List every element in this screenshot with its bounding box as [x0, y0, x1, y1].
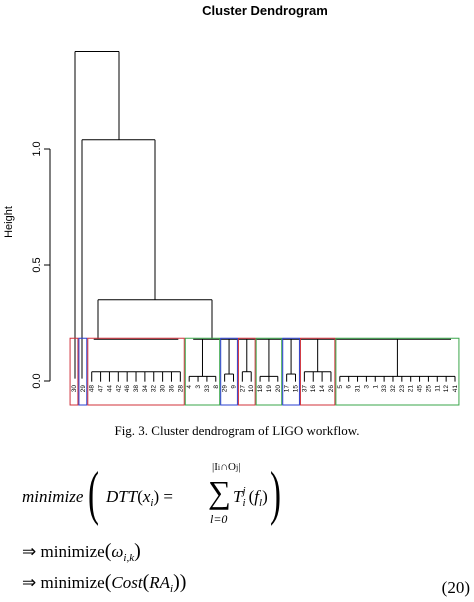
cluster-box [237, 337, 256, 406]
cluster-box [69, 337, 79, 406]
eq-t-term: Tij (fl) [233, 485, 268, 509]
leaf-label: 31 [355, 385, 362, 393]
leaf-label: 38 [133, 385, 140, 393]
leaf-label: 21 [408, 385, 415, 393]
cluster-box [184, 337, 221, 406]
cluster-box [335, 337, 460, 406]
leaf-label: 1 [372, 385, 379, 389]
y-tick-label: 0.0 [31, 373, 43, 388]
leaf-label: 8 [213, 385, 220, 389]
leaf-label: 32 [390, 385, 397, 393]
eq-sum-lower: l=0 [210, 512, 228, 526]
leaf-label: 29 [222, 385, 229, 393]
eq-line-2: ⇒ minimize(ωi,k) [22, 540, 141, 564]
eq-paren-left: ( [88, 460, 99, 526]
leaf-label: 6 [346, 385, 353, 389]
leaf-label: 33 [381, 385, 388, 393]
leaf-label: 12 [443, 385, 450, 393]
leaf-label: 20 [275, 385, 282, 393]
leaf-label: 46 [124, 385, 131, 393]
cluster-box [299, 337, 336, 406]
eq-paren-right: ) [270, 460, 281, 526]
leaf-label: 23 [399, 385, 406, 393]
leaf-label: 25 [425, 385, 432, 393]
leaf-label: 11 [434, 385, 441, 392]
equation-number: (20) [441, 578, 470, 597]
leaf-label: 47 [98, 385, 105, 393]
leaf-label: 4 [186, 385, 193, 389]
eq-dtt: DTT(xi) = [106, 487, 173, 509]
leaf-label: 17 [284, 385, 291, 393]
cluster-box [282, 337, 300, 406]
cluster-box [78, 337, 88, 406]
leaf-label: 15 [293, 385, 300, 393]
y-axis-label: Height [3, 206, 15, 238]
y-axis: 0.0 0.5 1.0 [31, 141, 51, 389]
leaf-label: 30 [71, 385, 78, 393]
leaf-label: 37 [301, 385, 308, 393]
leaf-label: 48 [89, 385, 96, 393]
cluster-box [255, 337, 283, 406]
leaf-label: 27 [239, 385, 246, 393]
leaf-label: 28 [177, 385, 184, 393]
eq-sum-upper: |Ii∩Oj| [212, 461, 241, 473]
dendrogram-tree [74, 51, 456, 382]
leaf-labels: 30 29 48 47 44 42 46 38 34 32 30 36 28 4 3 33 8 29 9 27 10 18… [71, 385, 459, 393]
leaf-label: 36 [168, 385, 175, 393]
leaf-label: 41 [452, 385, 459, 393]
leaf-label: 9 [230, 385, 237, 389]
leaf-label: 32 [151, 385, 158, 393]
leaf-label: 16 [310, 385, 317, 393]
chart-title: Cluster Dendrogram [202, 3, 328, 18]
cluster-boxes [69, 337, 460, 406]
leaf-label: 29 [80, 385, 87, 393]
eq-sum-symbol: ∑ [208, 474, 231, 510]
leaf-label: 14 [319, 385, 326, 393]
leaf-label: 45 [417, 385, 424, 393]
leaf-label: 33 [204, 385, 211, 393]
leaf-label: 3 [363, 385, 370, 389]
eq-line-3: ⇒ minimize(Cost(RAi)) [22, 571, 187, 595]
leaf-label: 5 [337, 385, 344, 389]
leaf-label: 30 [160, 385, 167, 393]
figure-caption: Fig. 3. Cluster dendrogram of LIGO workf… [114, 423, 360, 438]
leaf-label: 18 [257, 385, 264, 393]
leaf-label: 34 [142, 385, 149, 393]
dendrogram-chart: Cluster Dendrogram Height 0.00.51.0 30 29… [3, 3, 460, 406]
leaf-label: 10 [248, 385, 255, 393]
y-tick-label: 1.0 [31, 141, 43, 156]
leaf-label: 19 [266, 385, 273, 393]
leaf-label: 3 [195, 385, 202, 389]
y-tick-label: 0.5 [31, 257, 43, 272]
leaf-label: 26 [328, 385, 335, 393]
leaf-label: 42 [115, 385, 122, 393]
eq-minimize-1: minimize [22, 487, 84, 506]
cluster-box [220, 337, 238, 406]
leaf-label: 44 [106, 385, 113, 393]
cluster-box [87, 337, 185, 406]
